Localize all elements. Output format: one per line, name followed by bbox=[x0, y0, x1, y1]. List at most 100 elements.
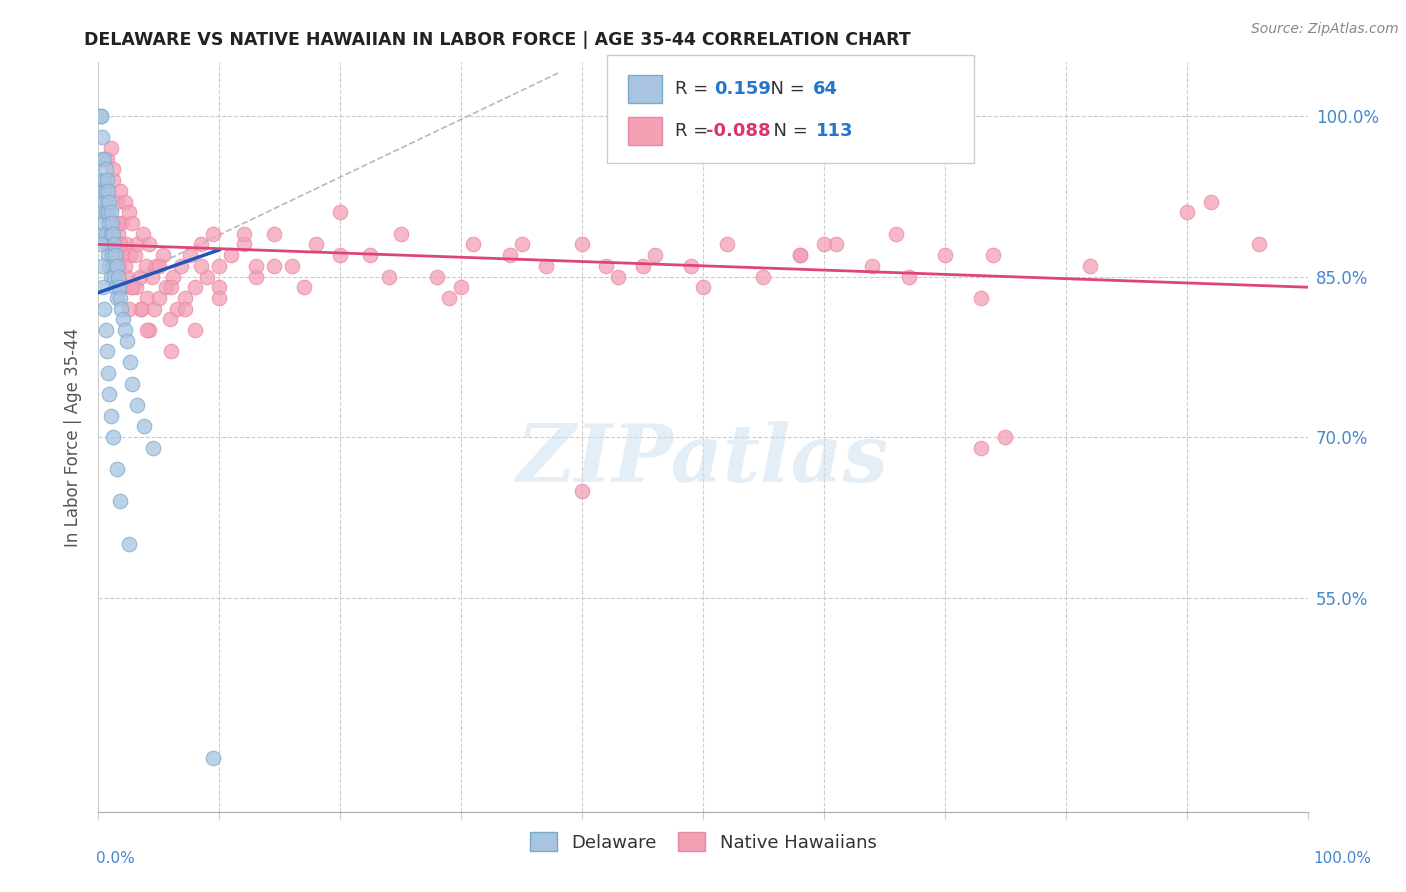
Point bbox=[886, 227, 908, 241]
Point bbox=[91, 173, 114, 187]
Point bbox=[208, 280, 231, 294]
Text: 100.0%: 100.0% bbox=[1313, 851, 1371, 865]
Text: -0.088: -0.088 bbox=[706, 122, 770, 140]
Point bbox=[129, 301, 152, 316]
Point bbox=[105, 462, 128, 476]
Point bbox=[93, 173, 115, 187]
Point bbox=[97, 205, 120, 219]
Point bbox=[121, 376, 143, 391]
Point bbox=[142, 441, 165, 455]
Point bbox=[107, 227, 129, 241]
Point bbox=[174, 291, 197, 305]
Text: 64: 64 bbox=[813, 80, 838, 98]
Point bbox=[91, 184, 114, 198]
Point bbox=[97, 184, 120, 198]
Point bbox=[91, 259, 114, 273]
Point bbox=[692, 280, 714, 294]
Point bbox=[127, 237, 149, 252]
Point bbox=[155, 280, 177, 294]
Point bbox=[97, 366, 120, 380]
Point bbox=[134, 419, 156, 434]
Point bbox=[93, 152, 115, 166]
Point bbox=[105, 194, 128, 209]
Point bbox=[329, 248, 352, 262]
Point bbox=[103, 216, 125, 230]
Point bbox=[934, 248, 956, 262]
Point bbox=[108, 259, 131, 273]
Point bbox=[100, 248, 122, 262]
Point bbox=[450, 280, 472, 294]
Point bbox=[292, 280, 315, 294]
Point bbox=[825, 237, 848, 252]
Point bbox=[145, 259, 167, 273]
Point bbox=[96, 237, 118, 252]
Point bbox=[190, 237, 212, 252]
Point bbox=[90, 237, 112, 252]
Point bbox=[100, 141, 122, 155]
Point bbox=[160, 280, 183, 294]
Point bbox=[148, 291, 170, 305]
Point bbox=[1175, 205, 1198, 219]
Point bbox=[94, 323, 117, 337]
Point bbox=[190, 259, 212, 273]
Point bbox=[101, 259, 124, 273]
Point bbox=[115, 237, 138, 252]
Point bbox=[91, 280, 114, 294]
Y-axis label: In Labor Force | Age 35-44: In Labor Force | Age 35-44 bbox=[65, 327, 83, 547]
Text: ZIPatlas: ZIPatlas bbox=[517, 421, 889, 499]
Point bbox=[498, 248, 520, 262]
Point bbox=[96, 152, 118, 166]
Point bbox=[679, 259, 702, 273]
Point bbox=[108, 280, 131, 294]
Point bbox=[117, 269, 139, 284]
Point bbox=[132, 227, 155, 241]
Point bbox=[101, 227, 124, 241]
Point bbox=[105, 216, 128, 230]
Point bbox=[644, 248, 666, 262]
Point bbox=[148, 259, 170, 273]
Point bbox=[111, 312, 134, 326]
Point bbox=[98, 216, 121, 230]
Point bbox=[162, 269, 184, 284]
Point bbox=[117, 334, 139, 348]
Point bbox=[100, 237, 122, 252]
Point bbox=[1199, 194, 1222, 209]
Point bbox=[232, 227, 254, 241]
Point bbox=[129, 301, 152, 316]
Point bbox=[897, 269, 920, 284]
Point bbox=[1078, 259, 1101, 273]
Point bbox=[110, 216, 132, 230]
Legend: Delaware, Native Hawaiians: Delaware, Native Hawaiians bbox=[522, 825, 884, 859]
Point bbox=[208, 259, 231, 273]
Point bbox=[96, 173, 118, 187]
Text: Source: ZipAtlas.com: Source: ZipAtlas.com bbox=[1251, 22, 1399, 37]
Point bbox=[124, 248, 146, 262]
Point bbox=[103, 269, 125, 284]
Point bbox=[202, 751, 225, 765]
Point bbox=[98, 259, 121, 273]
Point bbox=[377, 269, 399, 284]
Point bbox=[970, 441, 993, 455]
Point bbox=[245, 259, 267, 273]
Point bbox=[104, 248, 127, 262]
Point bbox=[152, 248, 174, 262]
Point bbox=[631, 259, 654, 273]
Point bbox=[114, 323, 136, 337]
Point bbox=[510, 237, 533, 252]
Point bbox=[813, 237, 835, 252]
Point bbox=[118, 301, 141, 316]
Point bbox=[108, 291, 131, 305]
Point bbox=[169, 259, 191, 273]
Point bbox=[103, 237, 125, 252]
Point bbox=[96, 344, 118, 359]
Point bbox=[981, 248, 1004, 262]
Point bbox=[100, 269, 122, 284]
Text: 0.159: 0.159 bbox=[714, 80, 770, 98]
Point bbox=[138, 237, 160, 252]
Point bbox=[143, 301, 166, 316]
Point bbox=[437, 291, 460, 305]
Point bbox=[208, 291, 231, 305]
Point bbox=[135, 259, 157, 273]
Point bbox=[98, 194, 121, 209]
Point bbox=[970, 291, 993, 305]
